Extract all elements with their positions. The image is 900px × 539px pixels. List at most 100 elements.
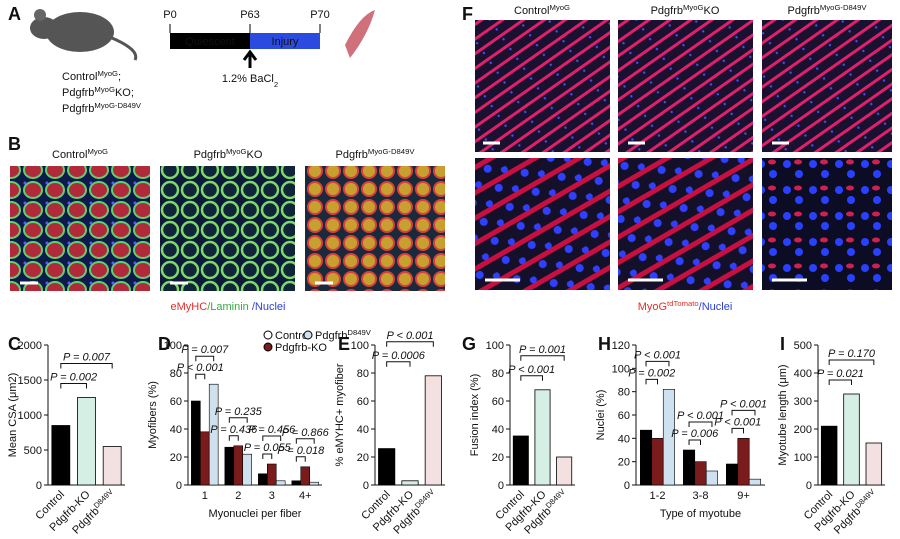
bar	[725, 463, 739, 486]
micrograph	[762, 158, 892, 290]
comparison-bracket	[228, 417, 248, 423]
treatment-label: 1.2% BaCl2	[222, 73, 278, 89]
p-value: P = 0.006	[671, 428, 719, 440]
phase-label: Quiescent	[185, 36, 235, 48]
image-header-part: Control	[514, 5, 549, 17]
bar	[534, 389, 551, 486]
bar	[378, 448, 396, 486]
y-tick-label: 100	[351, 340, 369, 352]
image-header: ControlMyoG	[514, 3, 570, 18]
y-tick-label: 400	[794, 368, 812, 380]
arrow	[242, 49, 258, 68]
micrograph	[305, 166, 445, 291]
bar	[639, 429, 653, 486]
comparison-bracket	[195, 373, 206, 380]
mouse-icon	[30, 9, 138, 61]
stain-caption: eMyHC/Laminin /Nuclei	[171, 301, 286, 313]
comparison-bracket	[731, 409, 756, 416]
stain-part: MyoG	[638, 301, 667, 313]
comparison-bracket	[295, 438, 315, 444]
comparison-bracket	[195, 355, 215, 362]
p-value: P < 0.001	[677, 410, 724, 422]
genotype-part: MyoG	[94, 85, 115, 94]
p-value: P = 0.436	[210, 424, 258, 436]
micrograph	[762, 20, 892, 152]
y-tick-label: 1000	[18, 410, 42, 422]
bar	[309, 481, 319, 486]
image-header-part: Pdgfrb	[194, 149, 226, 161]
bar	[512, 435, 529, 486]
legend-label-part: D849V	[347, 328, 371, 337]
image-header: PdgfrbMyoGKO	[651, 3, 720, 18]
genotype-part: KO;	[115, 87, 134, 99]
legend-marker	[263, 342, 273, 352]
x-tick-label: 4+	[299, 490, 312, 502]
y-tick-label: 80	[492, 368, 504, 380]
comparison-bracket	[828, 359, 875, 365]
stain-part: tdTomato	[667, 299, 699, 308]
p-value: P = 0.001	[519, 344, 566, 356]
image-header: PdgfrbMyoGKO	[194, 147, 263, 162]
bar	[242, 453, 252, 486]
bar	[258, 473, 268, 486]
y-tick-label: 80	[618, 387, 630, 399]
y-tick-label: 40	[357, 424, 369, 436]
image-header-part: MyoG-D849V	[820, 3, 867, 12]
x-tick-label: 1	[202, 490, 208, 502]
legend-label: Control	[275, 330, 310, 342]
image-header-part: MyoG-D849V	[368, 147, 415, 156]
comparison-bracket	[645, 378, 658, 385]
x-tick-label-part: D849V	[413, 486, 437, 510]
y-tick-label: 100	[612, 363, 630, 375]
p-value: P = 0.055	[244, 442, 292, 454]
y-tick-label: 20	[618, 457, 630, 469]
x-tick-label: 9+	[737, 490, 750, 502]
bar	[401, 480, 419, 486]
scale-bars	[20, 141, 807, 285]
muscle-icon	[345, 10, 375, 58]
image-header-part: Pdgfrb	[336, 149, 368, 161]
p-value: P = 0.0006	[372, 350, 426, 362]
image-header-part: KO	[704, 5, 720, 17]
genotype-part: Pdgfrb	[62, 103, 94, 115]
legend-label-part: Pdgfrb	[315, 330, 347, 342]
image-header-part: Pdgfrb	[788, 5, 820, 17]
p-value: P < 0.001	[508, 364, 555, 376]
comparison-bracket	[828, 379, 852, 385]
image-header: PdgfrbMyoG-D849V	[788, 3, 868, 18]
bar	[748, 478, 762, 486]
x-tick-label: 2	[235, 490, 241, 502]
image-header-part: MyoG	[683, 3, 704, 12]
timeline-label: P70	[310, 9, 330, 21]
y-tick-label: 500	[794, 340, 812, 352]
panel-label: A	[8, 4, 21, 24]
p-value: P < 0.001	[714, 416, 761, 428]
phase-label: Injury	[272, 36, 299, 48]
y-tick-label: 0	[176, 480, 182, 492]
panel-label: E	[338, 334, 350, 354]
stain-part: eMyHC	[171, 301, 208, 313]
comparison-bracket	[520, 355, 565, 361]
phase-bar	[170, 33, 250, 49]
legend-marker	[263, 330, 273, 340]
comparison-bracket	[262, 453, 273, 459]
y-tick-label: 500	[24, 445, 42, 457]
p-value: P < 0.001	[720, 398, 767, 410]
p-value: P = 0.007	[63, 352, 111, 364]
bar	[224, 446, 235, 486]
y-tick-label: 80	[170, 368, 182, 380]
timeline-label: P0	[163, 9, 176, 21]
legend-marker	[303, 330, 313, 340]
panel-label: I	[780, 334, 785, 354]
y-axis-label: Myotube length (μm)	[777, 364, 789, 465]
y-tick-label: 80	[357, 368, 369, 380]
bar	[694, 461, 707, 486]
genotype: PdgfrbMyoGKO;	[62, 85, 134, 100]
genotype-part: Control	[62, 71, 97, 83]
y-tick-label: 120	[612, 340, 630, 352]
bar	[424, 375, 442, 486]
bar	[291, 480, 302, 486]
comparison-bracket	[228, 435, 239, 441]
bar	[843, 393, 860, 486]
